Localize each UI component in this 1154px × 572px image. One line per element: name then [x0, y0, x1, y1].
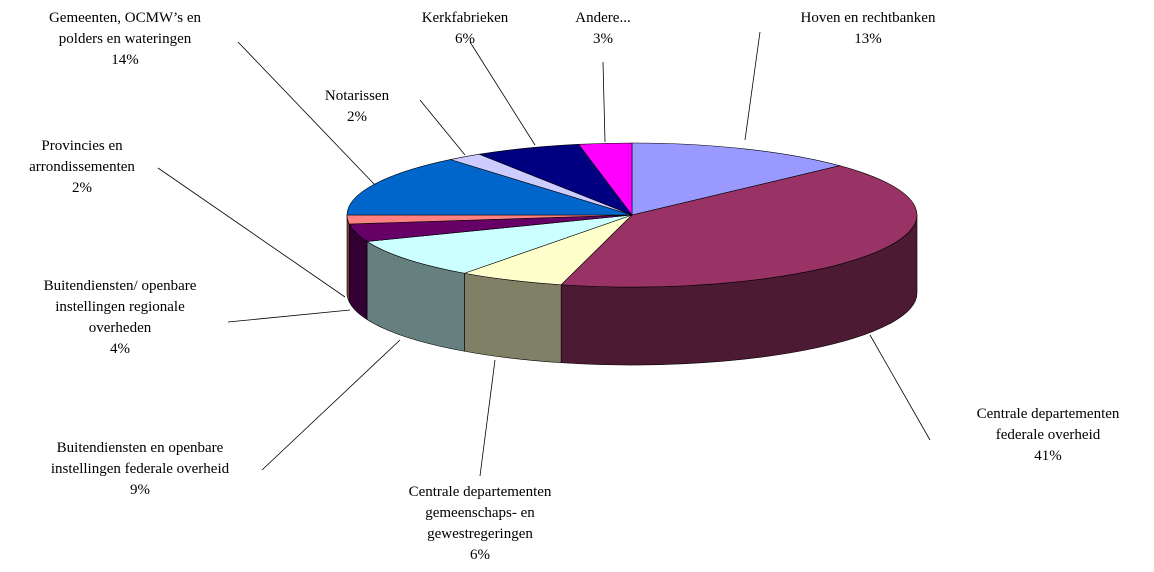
value-label: 14%: [111, 52, 139, 68]
leader-line: [157, 167, 346, 298]
category-label: Notarissen: [324, 88, 390, 104]
slice: [366, 214, 633, 274]
value-label: 2%: [72, 180, 92, 196]
category-label: Buitendiensten/ openbare instellingen reg…: [43, 278, 197, 336]
leader-line: [237, 41, 376, 186]
value-label: 6%: [469, 547, 490, 563]
leader-line: [261, 339, 401, 471]
category-label: Gemeenten, OCMW’s en polders en wateringe…: [48, 10, 202, 47]
leader-line: [479, 359, 496, 477]
value-label: 41%: [1034, 448, 1062, 464]
slice-label: Centrale departementen federale overheid 4…: [977, 404, 1120, 467]
slice-label: Provincies en arrondissementen 2%: [29, 136, 135, 199]
value-label: 6%: [455, 31, 475, 47]
category-label: Buitendiensten en openbare instellingen f…: [50, 440, 230, 477]
category-label: Kerkfabrieken: [421, 10, 509, 26]
leader-line: [419, 99, 466, 156]
slice-label: Buitendiensten/ openbare instellingen reg…: [44, 276, 197, 360]
slice-label: Andere... 3%: [575, 8, 630, 50]
leader-line: [469, 41, 536, 146]
category-label: Hoven en rechtbanken: [800, 10, 936, 26]
category-label: Centrale departementen gemeenschaps- en ge…: [408, 484, 552, 542]
slice-label: Hoven en rechtbanken 13%: [801, 8, 936, 50]
value-label: 13%: [854, 31, 882, 47]
value-label: 4%: [110, 341, 130, 357]
slice-label: Gemeenten, OCMW’s en polders en wateringe…: [49, 8, 201, 71]
slice-label: Notarissen 2%: [325, 86, 389, 128]
slice-label: Buitendiensten en openbare instellingen f…: [51, 438, 229, 501]
slice-side: [346, 214, 350, 303]
leader-line: [602, 61, 606, 143]
slice-label: Centrale departementen gemeenschaps- en ge…: [409, 482, 552, 566]
category-label: Andere...: [575, 10, 631, 26]
slice: [631, 142, 840, 216]
slice: [560, 165, 918, 288]
slice-label: Kerkfabrieken 6%: [422, 8, 509, 50]
category-label: Provincies en arrondissementen: [29, 138, 135, 175]
leader-line: [869, 334, 931, 441]
leader-line: [744, 31, 761, 141]
value-label: 9%: [129, 482, 150, 498]
slice: [578, 142, 633, 216]
slice-side: [464, 272, 562, 364]
category-label: Centrale departementen federale overheid: [976, 406, 1120, 443]
value-label: 2%: [347, 109, 367, 125]
leader-line: [227, 309, 351, 323]
value-label: 3%: [593, 31, 613, 47]
